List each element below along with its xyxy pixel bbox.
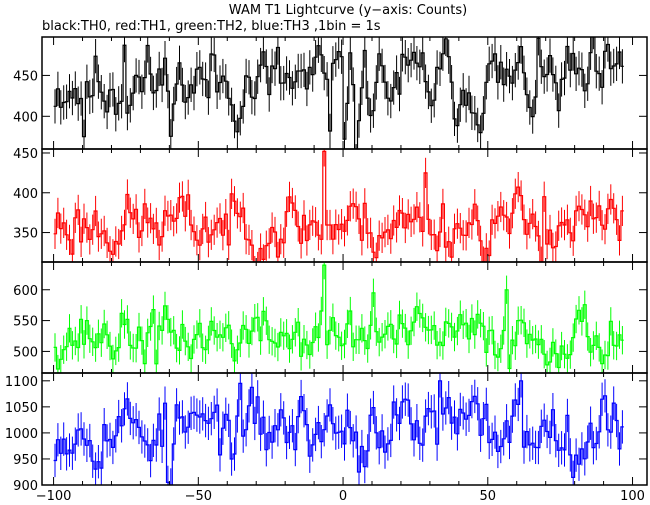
series-th2 bbox=[53, 262, 624, 373]
y-tick-label: 950 bbox=[13, 453, 38, 468]
series-th3 bbox=[53, 373, 624, 485]
y-tick-label: 400 bbox=[13, 187, 38, 202]
x-tick-label: 50 bbox=[480, 489, 497, 504]
series-line-th1 bbox=[53, 150, 624, 262]
chart-subtitle: black:TH0, red:TH1, green:TH2, blue:TH3 … bbox=[42, 19, 381, 34]
panel-th3: 900 950 1000 1050 1100 bbox=[5, 372, 648, 494]
panels: 4004503504004505005506009009501000105011… bbox=[5, 36, 648, 504]
panel-frame bbox=[41, 372, 648, 486]
y-tick-label: 900 bbox=[13, 479, 38, 494]
panel-th0: 400 450 bbox=[13, 36, 648, 150]
y-tick-label: 450 bbox=[13, 147, 38, 162]
chart-title: WAM T1 Lightcurve (y−axis: Counts) bbox=[229, 3, 467, 18]
y-tick-label: 1050 bbox=[5, 401, 38, 416]
x-tick-label: 0 bbox=[339, 489, 347, 504]
x-tick-label: 100 bbox=[620, 489, 645, 504]
series-th1 bbox=[53, 149, 624, 262]
panel-th2: 500 550 600 bbox=[13, 261, 648, 374]
series-th0 bbox=[53, 37, 624, 149]
y-tick-label: 550 bbox=[13, 315, 38, 330]
series-line-th0 bbox=[53, 37, 624, 149]
y-tick-label: 450 bbox=[13, 69, 38, 84]
panel-th1: 350 400 450 bbox=[13, 147, 648, 263]
y-tick-label: 400 bbox=[13, 110, 38, 125]
y-tick-label: 350 bbox=[13, 227, 38, 242]
y-tick-label: 500 bbox=[13, 345, 38, 360]
y-tick-label: 1100 bbox=[5, 375, 38, 390]
y-tick-label: 1000 bbox=[5, 427, 38, 442]
x-tick-label: −50 bbox=[185, 489, 212, 504]
y-tick-label: 600 bbox=[13, 284, 38, 299]
x-tick-label: −100 bbox=[36, 489, 72, 504]
